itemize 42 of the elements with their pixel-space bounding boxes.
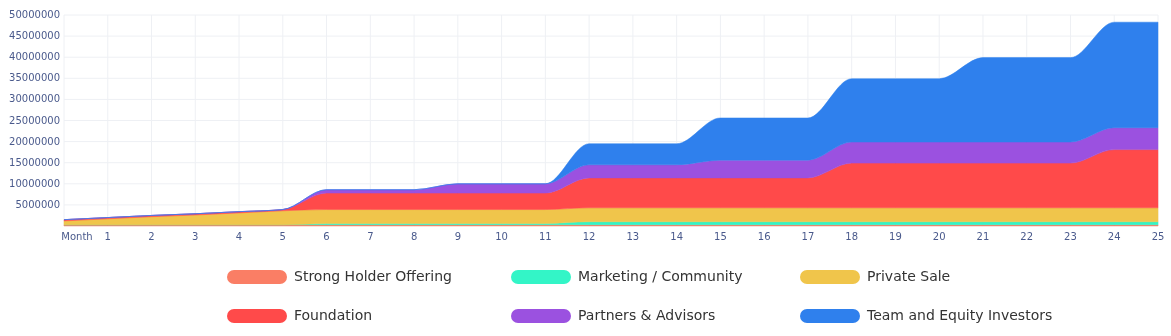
x-tick-label: 8 — [410, 231, 418, 242]
x-tick-label: 19 — [889, 231, 902, 242]
x-tick-label: 4 — [235, 231, 243, 242]
x-tick-label: 18 — [845, 231, 859, 242]
x-tick-label: 11 — [538, 231, 552, 242]
y-tick-label: 25000000 — [9, 114, 60, 126]
y-tick-label: 35000000 — [9, 72, 60, 84]
legend-label: Marketing / Community — [578, 268, 743, 284]
x-tick-label: 24 — [1107, 231, 1121, 242]
y-tick-label: 10000000 — [9, 177, 60, 189]
x-tick-label: 7 — [367, 231, 374, 242]
x-tick-label: 6 — [323, 231, 330, 242]
legend-label: Foundation — [294, 307, 373, 323]
x-tick-label: 14 — [670, 231, 684, 242]
y-tick-label: 50000000 — [9, 9, 60, 20]
x-tick-label: 12 — [582, 231, 596, 242]
y-tick-label: 15000000 — [9, 156, 60, 168]
x-tick-label: 10 — [495, 231, 508, 242]
x-tick-label: 17 — [801, 231, 815, 242]
x-tick-label: 16 — [757, 231, 771, 242]
x-tick-label: Month — [61, 231, 93, 242]
x-tick-label: 2 — [148, 231, 155, 242]
legend-label: Team and Equity Investors — [866, 307, 1053, 323]
x-tick-label: 3 — [192, 231, 199, 242]
y-tick-label: 5000000 — [15, 198, 60, 210]
y-tick-label: 40000000 — [9, 51, 60, 63]
y-tick-label: 45000000 — [9, 30, 60, 42]
legend-label: Partners & Advisors — [578, 307, 716, 323]
x-tick-label: 1 — [104, 231, 111, 242]
y-tick-label: 20000000 — [9, 135, 60, 147]
x-tick-label: 23 — [1064, 231, 1077, 242]
x-tick-label: 5 — [279, 231, 286, 242]
legend-label: Private Sale — [867, 268, 951, 284]
x-tick-label: 13 — [626, 231, 640, 242]
x-tick-label: 25 — [1151, 231, 1165, 242]
x-tick-label: 21 — [976, 231, 990, 242]
x-tick-label: 15 — [714, 231, 727, 242]
y-tick-label: 30000000 — [9, 93, 60, 105]
legend-label: Strong Holder Offering — [294, 268, 452, 284]
x-tick-label: 20 — [932, 231, 946, 242]
x-tick-label: 9 — [454, 231, 462, 242]
x-tick-label: 22 — [1020, 231, 1034, 242]
